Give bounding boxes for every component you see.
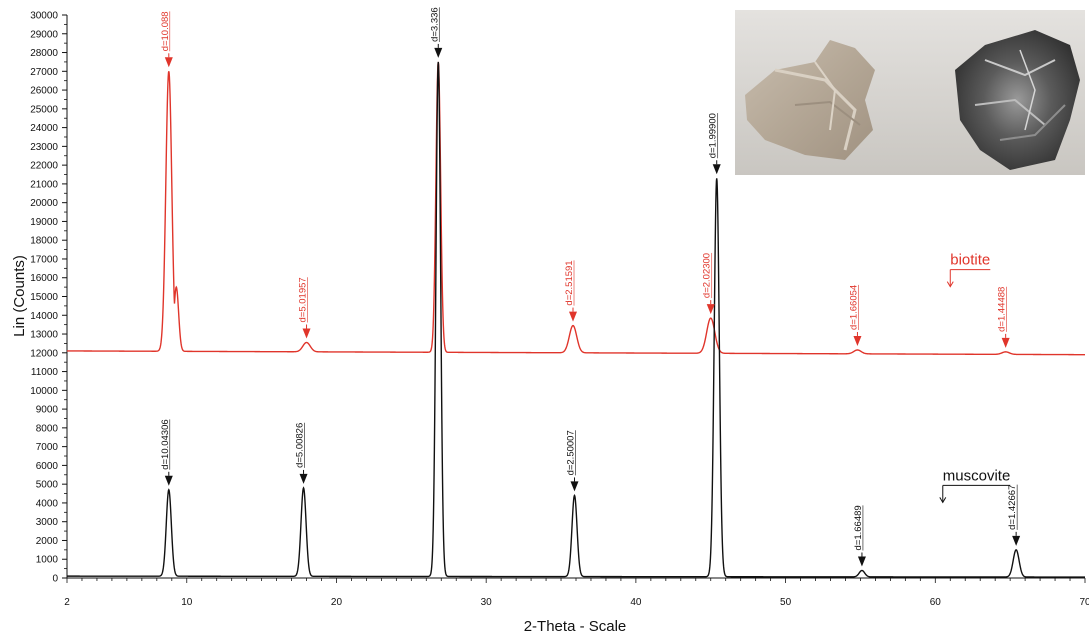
peak-d-label: d=1.42667 bbox=[1007, 485, 1018, 530]
peak-marker-arrow bbox=[857, 556, 866, 567]
peak-marker-arrow bbox=[164, 57, 173, 68]
y-tick-label: 16000 bbox=[30, 273, 58, 284]
y-tick-label: 23000 bbox=[30, 142, 58, 153]
y-tick-label: 24000 bbox=[30, 123, 58, 134]
series-muscovite-line bbox=[67, 61, 1085, 578]
y-tick-label: 11000 bbox=[31, 367, 59, 378]
y-ticks: 0 1000 2000 3000 4000 5000 6000 7000 8000 9000 100… bbox=[30, 11, 67, 585]
peak-d-label: d=10.04306 bbox=[160, 419, 171, 469]
y-tick-label: 29000 bbox=[30, 29, 58, 40]
peak-d-label: d=1.66489 bbox=[853, 505, 864, 550]
peak-d-label: d=2.51591 bbox=[564, 260, 575, 305]
y-tick-label: 10000 bbox=[30, 386, 58, 397]
x-tick-label: 60 bbox=[930, 597, 942, 608]
peak-marker-arrow bbox=[299, 473, 308, 484]
peak-marker-arrow bbox=[712, 164, 721, 175]
series-biotite-line bbox=[67, 61, 1085, 356]
biotite-sample-image bbox=[955, 30, 1080, 170]
peak-d-label: d=5.00826 bbox=[295, 423, 306, 468]
x-tick-label: 30 bbox=[481, 597, 493, 608]
peak-labels: d=10.088 d=5.01957 d=2.51591 d=2.02300 d=1.6… bbox=[160, 7, 1021, 567]
y-axis-label: Lin (Counts) bbox=[11, 255, 28, 337]
peak-d-label: d=2.50007 bbox=[566, 430, 577, 475]
muscovite-sample-image bbox=[745, 40, 875, 160]
y-tick-label: 21000 bbox=[30, 179, 58, 190]
y-tick-label: 3000 bbox=[36, 517, 59, 528]
x-ticks: 2 10 20 30 40 50 60 70 bbox=[64, 578, 1089, 608]
y-tick-label: 30000 bbox=[30, 11, 58, 22]
y-tick-label: 7000 bbox=[36, 442, 59, 453]
peak-d-label: d=5.01957 bbox=[298, 277, 309, 322]
x-tick-label: 40 bbox=[630, 597, 642, 608]
peak-d-label: d=1.66054 bbox=[848, 285, 859, 330]
legend-label-biotite: biotite bbox=[950, 252, 990, 269]
peak-d-label: d=1.44488 bbox=[997, 287, 1008, 332]
legend: biotite muscovite bbox=[939, 252, 1011, 504]
y-tick-label: 25000 bbox=[30, 104, 58, 115]
peak-marker-arrow bbox=[164, 475, 173, 486]
legend-label-muscovite: muscovite bbox=[943, 467, 1011, 484]
x-tick-label: 10 bbox=[181, 597, 193, 608]
x-tick-label: 20 bbox=[331, 597, 343, 608]
peak-d-label: d=10.088 bbox=[160, 11, 171, 51]
x-axis-label: 2-Theta - Scale bbox=[524, 618, 627, 635]
peak-d-label: d=2.02300 bbox=[702, 253, 713, 298]
mineral-samples-photo bbox=[735, 10, 1085, 175]
y-tick-label: 17000 bbox=[30, 254, 58, 265]
peak-marker-arrow bbox=[302, 328, 311, 339]
y-tick-label: 28000 bbox=[30, 48, 58, 59]
x-tick-label: 50 bbox=[780, 597, 792, 608]
y-tick-label: 15000 bbox=[30, 292, 58, 303]
y-tick-label: 5000 bbox=[36, 480, 59, 491]
y-tick-label: 6000 bbox=[36, 461, 59, 472]
y-tick-label: 2000 bbox=[36, 536, 59, 547]
series-layer bbox=[67, 61, 1085, 578]
y-tick-label: 13000 bbox=[30, 330, 58, 341]
y-tick-label: 20000 bbox=[30, 198, 58, 209]
peak-marker-arrow bbox=[853, 335, 862, 346]
y-tick-label: 18000 bbox=[30, 236, 58, 247]
peak-d-label: d=3.336 bbox=[429, 7, 440, 42]
peak-marker-arrow bbox=[570, 481, 579, 492]
y-tick-label: 1000 bbox=[36, 555, 59, 566]
peak-marker-arrow bbox=[1001, 337, 1010, 348]
y-tick-label: 19000 bbox=[30, 217, 58, 228]
y-tick-label: 12000 bbox=[30, 348, 58, 359]
y-tick-label: 26000 bbox=[30, 86, 58, 97]
y-tick-label: 14000 bbox=[30, 311, 58, 322]
peak-marker-arrow bbox=[434, 47, 443, 58]
peak-marker-arrow bbox=[569, 311, 578, 322]
legend-pointer-arrow bbox=[939, 497, 947, 504]
peak-d-label: d=1.99900 bbox=[708, 113, 719, 158]
y-tick-label: 8000 bbox=[36, 423, 59, 434]
peak-marker-arrow bbox=[706, 304, 715, 315]
y-tick-label: 22000 bbox=[30, 161, 58, 172]
y-tick-label: 9000 bbox=[36, 405, 59, 416]
legend-pointer-arrow bbox=[946, 281, 954, 288]
x-tick-label: 2 bbox=[64, 597, 70, 608]
peak-marker-arrow bbox=[1012, 535, 1021, 546]
x-tick-label: 70 bbox=[1079, 597, 1089, 608]
y-tick-label: 27000 bbox=[30, 67, 58, 78]
y-tick-label: 4000 bbox=[36, 498, 59, 509]
y-tick-label: 0 bbox=[52, 574, 58, 585]
